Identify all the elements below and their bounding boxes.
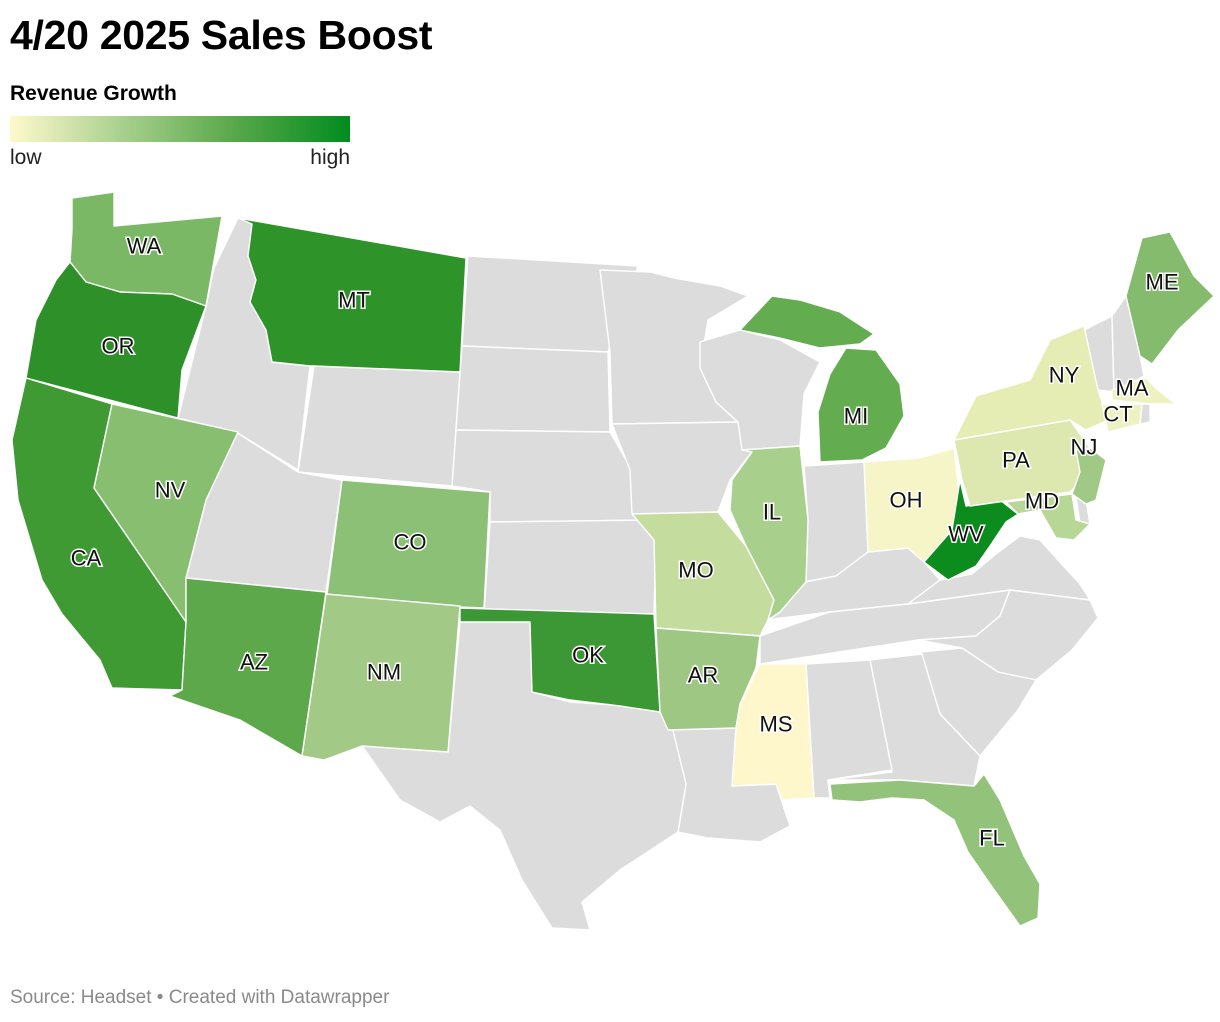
data-states: [11, 191, 1215, 927]
state-label-ar: AR: [688, 663, 719, 688]
state-label-ok: OK: [572, 643, 604, 668]
state-label-ms: MS: [760, 712, 793, 737]
state-nh[interactable]: [1111, 295, 1145, 393]
state-label-mt: MT: [338, 288, 370, 313]
state-fl[interactable]: [829, 773, 1041, 927]
state-label-me: ME: [1146, 270, 1179, 295]
state-label-nm: NM: [367, 660, 401, 685]
state-label-co: CO: [394, 530, 427, 555]
state-label-ct: CT: [1103, 402, 1132, 427]
state-label-wv: WV: [948, 522, 984, 547]
no-data-states: [177, 217, 1151, 931]
state-ma[interactable]: [1111, 377, 1177, 405]
state-ms[interactable]: [731, 663, 815, 801]
state-or[interactable]: [25, 261, 207, 419]
state-tx[interactable]: [361, 621, 687, 931]
state-sd[interactable]: [455, 345, 611, 433]
state-label-mi: MI: [844, 404, 868, 429]
state-nj[interactable]: [1071, 447, 1107, 505]
legend-high-label: high: [310, 146, 350, 169]
state-labels: WA OR CA NV MT AZ CO NM OK MO AR IL MS M…: [69, 232, 1180, 852]
state-label-ma: MA: [1116, 376, 1149, 401]
state-label-oh: OH: [890, 488, 923, 513]
legend-low-label: low: [10, 146, 42, 169]
state-co[interactable]: [325, 479, 491, 609]
legend-title: Revenue Growth: [10, 82, 177, 105]
chart-title: 4/20 2025 Sales Boost: [10, 12, 433, 58]
us-choropleth-map: WA OR CA NV MT AZ CO NM OK MO AR IL MS M…: [11, 191, 1215, 931]
state-label-nj: NJ: [1071, 435, 1098, 460]
state-label-ny: NY: [1049, 363, 1080, 388]
state-label-md: MD: [1025, 489, 1059, 514]
state-label-pa: PA: [1002, 448, 1030, 473]
state-label-ca: CA: [71, 546, 102, 571]
state-il[interactable]: [729, 445, 809, 621]
state-ks[interactable]: [483, 519, 657, 615]
source-credit: Source: Headset • Created with Datawrapp…: [10, 987, 390, 1008]
state-label-az: AZ: [240, 650, 268, 675]
state-me[interactable]: [1125, 231, 1215, 365]
state-mi[interactable]: [739, 295, 905, 463]
state-label-fl: FL: [979, 826, 1005, 851]
state-ny[interactable]: [953, 325, 1109, 441]
legend-color-scale: [10, 116, 350, 142]
state-label-il: IL: [763, 500, 781, 525]
state-label-wa: WA: [127, 234, 162, 259]
state-label-or: OR: [102, 334, 135, 359]
state-ct[interactable]: [1101, 403, 1143, 433]
state-mt[interactable]: [237, 217, 467, 373]
state-ok[interactable]: [459, 607, 661, 713]
legend-gradient-bar: [10, 116, 350, 142]
state-label-nv: NV: [155, 478, 186, 503]
state-label-mo: MO: [678, 558, 713, 583]
state-wy[interactable]: [297, 365, 461, 487]
state-md[interactable]: [1005, 493, 1091, 541]
state-nm[interactable]: [301, 593, 461, 761]
